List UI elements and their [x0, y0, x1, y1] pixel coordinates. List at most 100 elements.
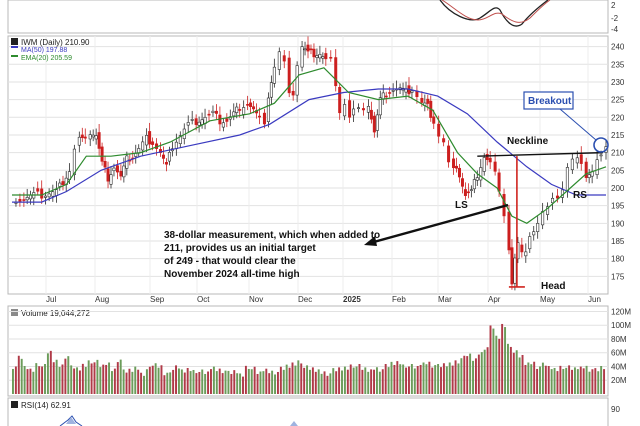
volume-bar — [544, 365, 547, 394]
ls-label: LS — [455, 200, 468, 211]
volume-bar — [143, 375, 145, 394]
volume-bar — [134, 366, 137, 394]
candle-up — [546, 206, 550, 215]
volume-bars — [12, 323, 606, 394]
volume-bar — [108, 362, 111, 394]
volume-bar — [393, 364, 396, 394]
volume-bar — [492, 328, 495, 394]
volume-panel: Volume 19,044,272 120M 100M 80M 60M 40M 20M — [7, 305, 631, 397]
candle-up — [190, 119, 194, 121]
candle-up — [145, 135, 149, 146]
candle-up — [469, 189, 473, 191]
candle-up — [58, 182, 62, 187]
volume-bar — [247, 368, 250, 394]
candle-up — [269, 82, 273, 98]
candle-up — [482, 157, 486, 172]
volume-bar — [469, 353, 472, 394]
candle-down — [334, 57, 338, 87]
volume-bar — [507, 343, 509, 394]
volume-bar — [373, 369, 375, 394]
volume-bar — [279, 366, 282, 394]
volume-bar — [440, 367, 442, 394]
volume-bar — [341, 370, 343, 394]
volume-bar — [515, 350, 518, 394]
candle-up — [532, 231, 536, 236]
volume-bar — [125, 372, 128, 394]
volume-bar — [463, 355, 466, 394]
volume-bar — [489, 325, 492, 394]
arrow-head — [364, 236, 377, 246]
candle-down — [282, 55, 286, 62]
volume-bar — [189, 371, 192, 394]
rsi-panel: RSI(14) 62.91 90 — [7, 397, 620, 426]
volume-bar — [428, 361, 431, 394]
volume-bar — [355, 366, 358, 394]
candle-down — [249, 102, 253, 107]
volume-bar — [405, 367, 408, 394]
volume-bar — [221, 373, 224, 394]
legend-ma50: MA(50) 197.88 — [21, 47, 67, 54]
volume-bar — [524, 364, 527, 394]
breakout-label: Breakout — [528, 96, 572, 107]
candle-down — [488, 157, 492, 163]
volume-bar — [81, 363, 84, 394]
volume-bar — [294, 365, 297, 394]
candle-up — [186, 122, 190, 126]
volume-bar — [361, 369, 364, 394]
candle-up — [513, 257, 517, 284]
price-x-tick: Aug — [95, 295, 109, 304]
price-x-tick: Apr — [488, 295, 501, 304]
candle-down — [437, 123, 441, 137]
candle-up — [599, 154, 603, 157]
volume-bar — [480, 352, 483, 394]
candle-down — [555, 195, 559, 199]
volume-bar — [399, 364, 402, 394]
candle-up — [266, 97, 270, 122]
volume-bar — [177, 368, 180, 394]
legend-price: IWM (Daily) 210.90 — [21, 38, 90, 47]
candle-up — [51, 191, 55, 197]
volume-bar — [122, 369, 125, 394]
price-x-tick: May — [540, 295, 555, 304]
volume-bar — [495, 335, 498, 394]
volume-bar — [207, 371, 210, 394]
candle-down — [324, 53, 328, 60]
volume-bar — [533, 361, 536, 394]
candle-down — [520, 244, 524, 253]
volume-bar — [501, 323, 504, 394]
volume-bar — [422, 362, 425, 394]
candle-down — [457, 167, 461, 178]
volume-bar — [230, 373, 233, 394]
candle-down — [100, 146, 104, 162]
volume-bar — [573, 367, 576, 394]
candle-up — [356, 107, 360, 109]
breakout-pointer — [559, 108, 597, 141]
volume-bar — [576, 369, 579, 394]
price-x-tick: Jul — [46, 295, 56, 304]
volume-bar — [84, 366, 87, 394]
volume-bar — [288, 367, 291, 394]
volume-bar — [274, 374, 276, 394]
volume-bar — [579, 366, 582, 394]
volume-bar — [58, 366, 61, 394]
volume-bar — [183, 372, 186, 394]
candle-up — [43, 195, 47, 198]
candle-up — [536, 223, 540, 232]
candle-up — [472, 179, 476, 190]
volume-bar — [559, 365, 562, 394]
price-y-tick: 205 — [611, 166, 625, 175]
volume-bar — [346, 369, 349, 394]
volume-bar — [76, 367, 78, 394]
candle-down — [115, 165, 119, 173]
volume-bar — [236, 373, 239, 394]
volume-bar — [585, 365, 588, 394]
candle-up — [122, 165, 126, 178]
candle-down — [309, 48, 313, 51]
volume-bar — [157, 367, 160, 394]
volume-bar — [527, 362, 530, 394]
candle-down — [252, 106, 256, 110]
volume-bar — [408, 366, 410, 394]
volume-bar — [591, 369, 594, 394]
candle-up — [587, 174, 591, 178]
candle-down — [22, 199, 26, 201]
